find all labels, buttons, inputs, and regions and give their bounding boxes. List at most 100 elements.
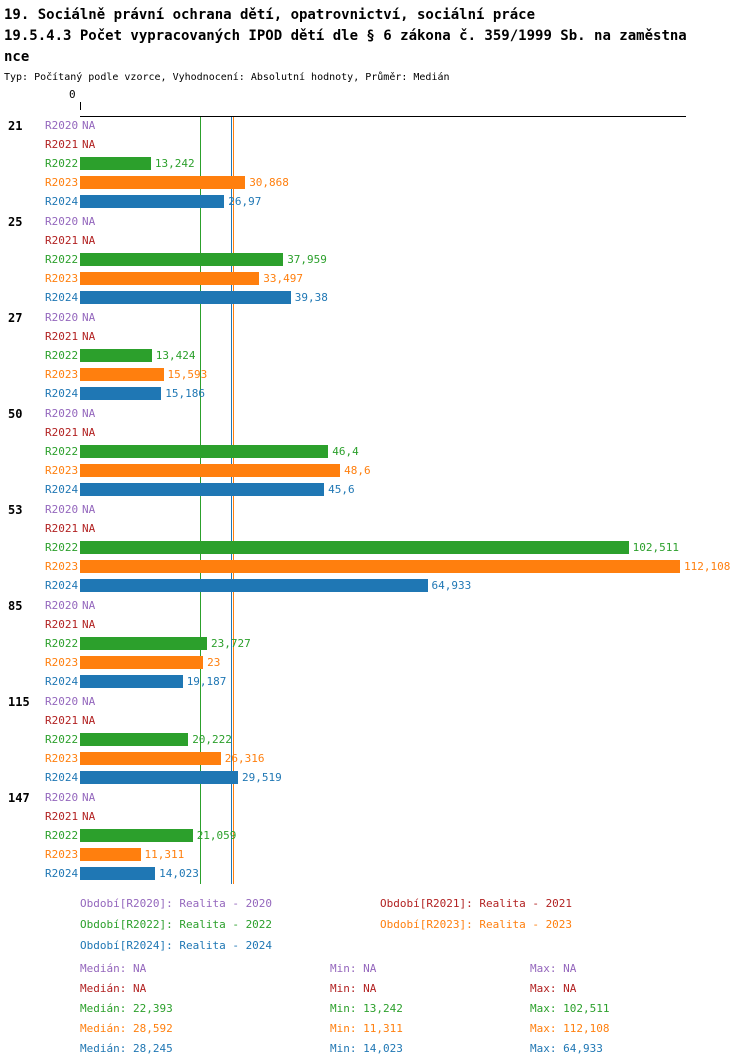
- series-row-label: R2020: [45, 503, 79, 516]
- chart-row: R2022 21,059: [0, 826, 750, 845]
- bar-value-label: 46,4: [332, 445, 359, 458]
- legend: Období[R2020]: Realita - 2020 Období[R202…: [0, 894, 750, 957]
- series-row-label: R2021: [45, 234, 79, 247]
- series-row-label: R2020: [45, 695, 79, 708]
- plot-area: 21 R2020 NA R2021 NA R2022 13,242 R2023 30,868 R2…: [0, 116, 750, 884]
- stats-row-R2024: Medián: 28,245 Min: 14,023 Max: 64,933: [0, 1039, 750, 1059]
- chart-row: R2021 NA: [0, 327, 750, 346]
- series-row-label: R2021: [45, 138, 79, 151]
- chart-row: 25 R2020 NA: [0, 212, 750, 231]
- chart-row: R2023 33,497: [0, 269, 750, 288]
- bar-value-label: 14,023: [159, 867, 199, 880]
- report-title-line3: nce: [4, 49, 30, 65]
- series-row-label: R2020: [45, 119, 79, 132]
- chart-row: 50 R2020 NA: [0, 404, 750, 423]
- bar-value-label: 13,242: [154, 157, 195, 170]
- bar-track: 33,497: [80, 269, 750, 288]
- chart-row: 53 R2020 NA: [0, 500, 750, 519]
- bar-value-label: 30,868: [249, 176, 289, 189]
- bar-track: 13,242: [80, 154, 750, 173]
- bar-50-R2022: [80, 445, 329, 458]
- bar-track: 112,108: [80, 557, 750, 576]
- median-stat-R2024: Medián: 28,245: [80, 1042, 173, 1055]
- max-stat-R2021: Max: NA: [530, 982, 577, 995]
- stats-row-R2020: Medián: NA Min: NA Max: NA: [0, 959, 750, 979]
- series-row-label: R2023: [45, 176, 79, 189]
- group-label: 25: [8, 214, 23, 229]
- chart-row: R2024 45,6: [0, 480, 750, 499]
- bar-25-R2023: [80, 272, 260, 285]
- bar-group-50: 50 R2020 NA R2021 NA R2022 46,4 R2023 48,6 R2024 4…: [0, 404, 750, 500]
- bar-track: 46,4: [80, 442, 750, 461]
- na-label: NA: [82, 599, 96, 612]
- chart-row: R2021 NA: [0, 711, 750, 730]
- min-stat-R2024: Min: 14,023: [330, 1042, 403, 1055]
- bar-50-R2023: [80, 464, 341, 477]
- bar-53-R2022: [80, 541, 629, 554]
- bar-value-label: 64,933: [431, 579, 472, 592]
- group-label: 53: [8, 502, 23, 517]
- na-label: NA: [82, 791, 96, 804]
- chart-row: R2023 23: [0, 653, 750, 672]
- series-row-label: R2021: [45, 618, 79, 631]
- report-title-line1: 19. Sociálně právní ochrana dětí, opatro…: [4, 7, 536, 23]
- group-label: 21: [8, 118, 23, 133]
- bar-group-21: 21 R2020 NA R2021 NA R2022 13,242 R2023 30,868 R2…: [0, 116, 750, 212]
- median-stat-R2020: Medián: NA: [80, 962, 147, 975]
- bar-50-R2024: [80, 483, 325, 496]
- group-label: 147: [8, 790, 30, 805]
- bar-value-label: 102,511: [632, 541, 679, 554]
- bar-value-label: 15,186: [165, 387, 206, 400]
- max-stat-R2022: Max: 102,511: [530, 1002, 610, 1015]
- bar-27-R2022: [80, 349, 152, 362]
- median-stat-R2021: Medián: NA: [80, 982, 147, 995]
- bar-track: 13,424: [80, 346, 750, 365]
- bar-track: NA: [80, 404, 750, 423]
- bar-85-R2024: [80, 675, 183, 688]
- legend-row: Období[R2022]: Realita - 2022 Období[R202…: [0, 915, 750, 936]
- bar-group-85: 85 R2020 NA R2021 NA R2022 23,727 R2023 23 R2024 1…: [0, 596, 750, 692]
- min-stat-R2022: Min: 13,242: [330, 1002, 403, 1015]
- chart-row: R2023 30,868: [0, 173, 750, 192]
- series-row-label: R2024: [45, 195, 79, 208]
- na-label: NA: [82, 522, 96, 535]
- median-line-R2023: [233, 117, 234, 884]
- legend-item-R2022: Období[R2022]: Realita - 2022: [80, 918, 273, 931]
- group-label: 27: [8, 310, 23, 325]
- bar-track: NA: [80, 788, 750, 807]
- series-row-label: R2020: [45, 311, 79, 324]
- bar-value-label: 33,497: [263, 272, 304, 285]
- chart-row: R2021 NA: [0, 615, 750, 634]
- bar-27-R2024: [80, 387, 162, 400]
- bar-track: NA: [80, 231, 750, 250]
- chart-row: R2023 11,311: [0, 845, 750, 864]
- legend-row: Období[R2020]: Realita - 2020 Období[R202…: [0, 894, 750, 915]
- bar-track: NA: [80, 135, 750, 154]
- chart-row: R2021 NA: [0, 519, 750, 538]
- report-title-line2: 19.5.4.3 Počet vypracovaných IPOD dětí d…: [4, 28, 687, 44]
- bar-value-label: 20,222: [192, 733, 232, 746]
- bar-value-label: 37,959: [287, 253, 327, 266]
- na-label: NA: [82, 215, 96, 228]
- median-stat-R2022: Medián: 22,393: [80, 1002, 173, 1015]
- bar-track: 21,059: [80, 826, 750, 845]
- chart-row: R2021 NA: [0, 807, 750, 826]
- stats-panel: Medián: NA Min: NA Max: NA Medián: NA Min: N…: [0, 959, 750, 1059]
- x-axis-zero-label: 0: [69, 88, 76, 101]
- bar-25-R2024: [80, 291, 291, 304]
- series-row-label: R2020: [45, 407, 79, 420]
- chart-row: R2024 64,933: [0, 576, 750, 595]
- chart-row: R2024 39,38: [0, 288, 750, 307]
- series-row-label: R2024: [45, 483, 79, 496]
- bar-value-label: 13,424: [155, 349, 196, 362]
- series-row-label: R2024: [45, 579, 79, 592]
- series-row-label: R2022: [45, 733, 79, 746]
- bar-track: 23,727: [80, 634, 750, 653]
- series-row-label: R2020: [45, 599, 79, 612]
- chart-row: R2021 NA: [0, 231, 750, 250]
- group-label: 115: [8, 694, 30, 709]
- series-row-label: R2021: [45, 714, 79, 727]
- bar-group-115: 115 R2020 NA R2021 NA R2022 20,222 R2023 26,316 R…: [0, 692, 750, 788]
- legend-item-R2023: Období[R2023]: Realita - 2023: [380, 918, 573, 931]
- bar-track: 11,311: [80, 845, 750, 864]
